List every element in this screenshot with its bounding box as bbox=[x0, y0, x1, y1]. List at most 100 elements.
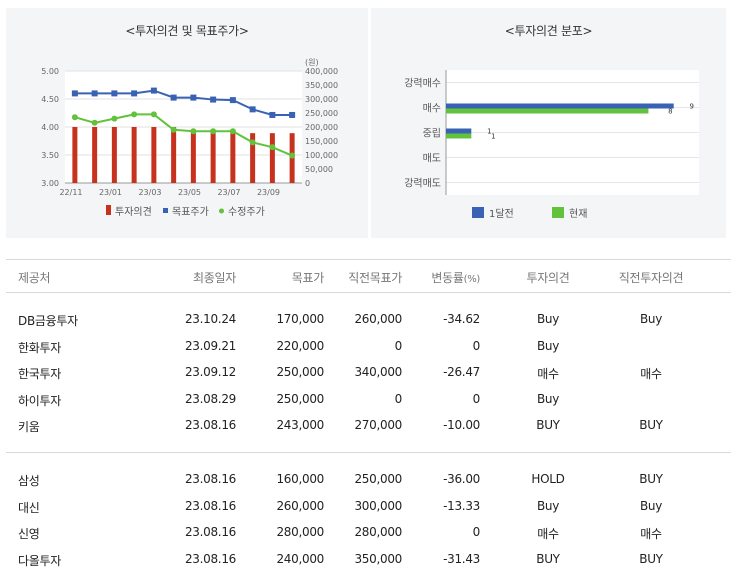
adjusted-price-point bbox=[131, 111, 138, 118]
y-left-tick-label: 4.50 bbox=[41, 95, 59, 104]
cell-prev-target-price: 300,000 bbox=[354, 498, 402, 513]
cell-provider: 하이투자 bbox=[18, 393, 61, 408]
cell-date: 23.08.16 bbox=[184, 551, 236, 566]
table-group-divider bbox=[6, 452, 731, 453]
cell-date: 23.08.16 bbox=[184, 498, 236, 513]
cell-change-rate: 0 bbox=[472, 391, 481, 406]
cell-change-rate: -10.00 bbox=[443, 418, 480, 432]
x-tick-label: 22/11 bbox=[59, 188, 82, 197]
opinion-bar bbox=[131, 127, 137, 183]
x-tick-label: 23/01 bbox=[99, 188, 122, 197]
cell-provider: 다올투자 bbox=[18, 553, 61, 568]
cell-prev-opinion: 매수 bbox=[640, 527, 662, 541]
target-price-point bbox=[249, 106, 256, 113]
cell-provider: 신영 bbox=[18, 527, 40, 541]
cell-change-rate: -26.47 bbox=[443, 365, 480, 379]
x-tick-label: 23/09 bbox=[257, 188, 280, 197]
category-label: 강력매수 bbox=[404, 78, 441, 90]
cell-prev-target-price: 0 bbox=[394, 338, 403, 353]
target-price-point bbox=[131, 90, 138, 97]
opinion-bar bbox=[171, 127, 177, 183]
target-price-point bbox=[150, 87, 157, 94]
cell-target-price: 280,000 bbox=[276, 525, 324, 539]
y-right-tick-label: 250,000 bbox=[305, 109, 338, 118]
y-right-tick-label: 200,000 bbox=[305, 123, 338, 132]
legend-label: 투자의견 bbox=[115, 206, 152, 218]
adjusted-price-point bbox=[269, 144, 276, 151]
cell-date: 23.08.16 bbox=[184, 472, 236, 486]
cell-prev-opinion: Buy bbox=[639, 312, 663, 326]
cell-opinion: Buy bbox=[536, 391, 560, 406]
cell-date: 23.08.16 bbox=[184, 418, 236, 432]
cell-prev-opinion: Buy bbox=[639, 498, 663, 513]
bar-value-label: 1 bbox=[487, 128, 491, 136]
legend-swatch-target bbox=[163, 208, 168, 213]
cell-prev-target-price: 340,000 bbox=[354, 365, 402, 379]
bar-value-label: 1 bbox=[491, 133, 495, 141]
opinion-bar bbox=[210, 130, 216, 183]
cell-prev-opinion: 매수 bbox=[640, 367, 662, 381]
y-left-tick-label: 5.00 bbox=[41, 67, 59, 76]
adjusted-price-line bbox=[74, 113, 293, 157]
y-right-tick-label: 0 bbox=[305, 179, 310, 188]
cell-target-price: 170,000 bbox=[276, 312, 324, 326]
cell-provider: 삼성 bbox=[18, 474, 40, 488]
col-header-date: 최종일자 bbox=[193, 271, 236, 285]
adjusted-price-point bbox=[111, 115, 118, 122]
bar-month-ago bbox=[446, 128, 472, 134]
cell-target-price: 243,000 bbox=[276, 418, 324, 432]
target-price-point bbox=[91, 90, 98, 97]
opinion-bar bbox=[72, 127, 78, 183]
cell-prev-target-price: 350,000 bbox=[354, 551, 402, 566]
legend-label: 1달전 bbox=[489, 208, 514, 220]
cell-target-price: 240,000 bbox=[276, 551, 324, 566]
cell-change-rate: -13.33 bbox=[443, 498, 480, 513]
target-price-point bbox=[210, 96, 217, 103]
legend-label: 수정주가 bbox=[228, 206, 265, 218]
target-price-point bbox=[190, 94, 197, 101]
cell-provider: 대신 bbox=[18, 500, 40, 515]
adjusted-price-point bbox=[210, 128, 217, 135]
cell-prev-opinion: BUY bbox=[639, 551, 663, 566]
col-header-change: 변동률(%) bbox=[400, 269, 480, 286]
adjusted-price-point bbox=[190, 128, 197, 135]
cell-change-rate: -36.00 bbox=[443, 472, 480, 486]
legend-label: 목표주가 bbox=[172, 206, 209, 218]
col-header-prev-target: 직전목표가 bbox=[348, 271, 402, 285]
cell-prev-target-price: 250,000 bbox=[354, 472, 402, 486]
adjusted-price-point bbox=[170, 126, 177, 133]
opinion-bar bbox=[151, 127, 157, 183]
y-left-tick-label: 3.50 bbox=[41, 151, 59, 160]
cell-prev-target-price: 280,000 bbox=[354, 525, 402, 539]
cell-date: 23.09.21 bbox=[184, 338, 236, 353]
cell-date: 23.08.16 bbox=[184, 525, 236, 539]
cell-opinion: BUY bbox=[536, 551, 560, 566]
cell-provider: 키움 bbox=[18, 420, 40, 434]
cell-prev-target-price: 260,000 bbox=[354, 312, 402, 326]
chart-title-opinion-target: <투자의견 및 목표주가> bbox=[125, 24, 249, 38]
cell-opinion: HOLD bbox=[531, 472, 565, 486]
legend-swatch-opinion bbox=[106, 205, 111, 215]
opinion-bar bbox=[230, 130, 236, 183]
y-left-tick-label: 4.00 bbox=[41, 123, 59, 132]
adjusted-price-point bbox=[91, 119, 98, 126]
table-top-border bbox=[6, 259, 731, 260]
cell-change-rate: -31.43 bbox=[443, 551, 480, 566]
chart-title-opinion-distribution: <투자의견 분포> bbox=[504, 24, 593, 38]
cell-opinion: Buy bbox=[536, 312, 560, 326]
cell-opinion: BUY bbox=[536, 418, 560, 432]
adjusted-price-point bbox=[150, 111, 157, 118]
category-label: 강력매도 bbox=[404, 178, 441, 190]
opinion-bar bbox=[111, 127, 117, 183]
adjusted-price-point bbox=[289, 152, 296, 159]
cell-opinion: Buy bbox=[536, 498, 560, 513]
cell-opinion: 매수 bbox=[537, 527, 559, 541]
opinion-bar bbox=[190, 130, 196, 183]
opinion-target-chart-panel: <투자의견 및 목표주가> 5.00 4.50 4.00 3.50 3.00 400,00… bbox=[6, 8, 368, 238]
table-header-border bbox=[6, 292, 731, 293]
adjusted-price-point bbox=[229, 128, 236, 135]
bar-value-label: 8 bbox=[668, 108, 672, 116]
category-label: 중립 bbox=[423, 127, 441, 140]
cell-prev-opinion: BUY bbox=[639, 472, 663, 486]
adjusted-price-point bbox=[71, 114, 78, 121]
